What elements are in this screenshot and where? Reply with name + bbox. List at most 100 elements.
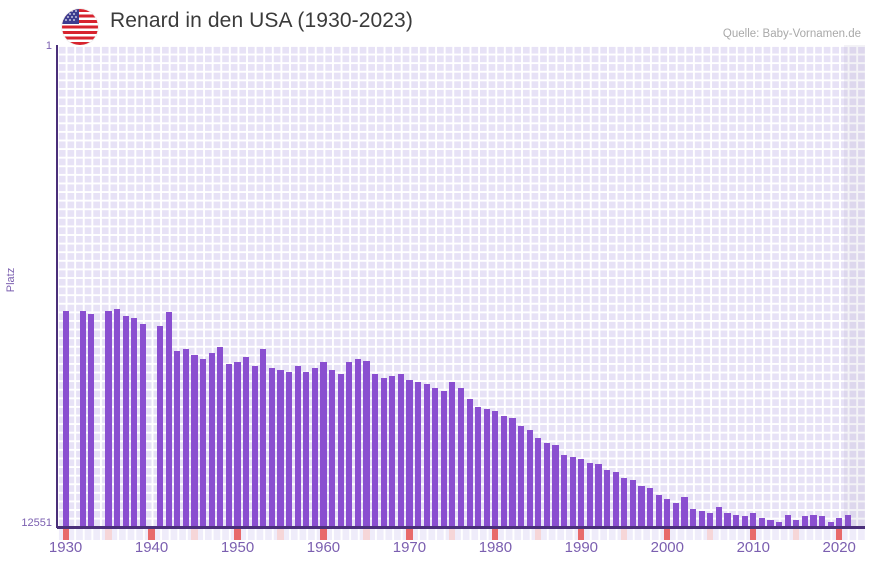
bar[interactable] <box>535 437 542 528</box>
bar[interactable] <box>260 349 267 528</box>
bar[interactable] <box>767 520 774 528</box>
bar[interactable] <box>569 456 576 528</box>
bar[interactable] <box>234 362 241 528</box>
bar[interactable] <box>79 310 86 528</box>
bar[interactable] <box>543 443 551 528</box>
tick-major <box>750 528 757 540</box>
bar[interactable] <box>311 368 318 528</box>
bar[interactable] <box>758 518 765 528</box>
tick-minor <box>793 528 800 540</box>
bar[interactable] <box>363 360 370 528</box>
bar[interactable] <box>406 379 413 528</box>
bar[interactable] <box>346 362 353 528</box>
bar[interactable] <box>518 425 525 528</box>
bar[interactable] <box>200 358 207 528</box>
bar[interactable] <box>552 445 559 528</box>
bar[interactable] <box>732 514 740 528</box>
bar[interactable] <box>784 514 791 528</box>
bar[interactable] <box>655 495 662 528</box>
x-axis-tick-label: 1950 <box>220 539 255 556</box>
bar[interactable] <box>586 462 594 528</box>
bar[interactable] <box>294 366 301 528</box>
bar[interactable] <box>647 487 654 528</box>
bar[interactable] <box>750 512 757 528</box>
bar[interactable] <box>182 349 190 528</box>
bar[interactable] <box>337 374 344 528</box>
bar[interactable] <box>191 354 198 528</box>
bar[interactable] <box>114 308 121 528</box>
bar[interactable] <box>793 520 800 528</box>
bar[interactable] <box>664 499 671 528</box>
bar[interactable] <box>328 370 336 528</box>
tick-major <box>664 528 671 540</box>
bar[interactable] <box>217 347 224 528</box>
bar[interactable] <box>638 485 645 528</box>
bar[interactable] <box>389 375 396 528</box>
bar[interactable] <box>595 464 602 528</box>
bar[interactable] <box>526 429 533 528</box>
bar[interactable] <box>371 374 379 528</box>
bar[interactable] <box>741 516 748 528</box>
x-axis-tick-labels: 1930 1940 1950 1960 1970 1980 1990 2000 2010 2020 <box>0 539 873 565</box>
bar[interactable] <box>698 510 705 528</box>
bar[interactable] <box>818 516 826 528</box>
bar[interactable] <box>492 410 499 528</box>
bar[interactable] <box>432 387 439 528</box>
bar[interactable] <box>604 470 611 528</box>
bar[interactable] <box>105 310 112 528</box>
bar[interactable] <box>836 518 843 528</box>
bar[interactable] <box>277 370 284 528</box>
bar[interactable] <box>775 522 783 528</box>
bar[interactable] <box>139 324 147 528</box>
bar[interactable] <box>449 381 456 528</box>
bar[interactable] <box>827 522 834 528</box>
bar[interactable] <box>414 381 422 528</box>
bar[interactable] <box>354 358 361 528</box>
tick-major <box>62 528 69 540</box>
bar[interactable] <box>475 406 482 528</box>
x-axis-tick-strip <box>57 528 865 540</box>
bar[interactable] <box>457 387 465 528</box>
bar[interactable] <box>380 377 387 528</box>
bar[interactable] <box>423 383 430 528</box>
bar[interactable] <box>844 514 851 528</box>
bar[interactable] <box>243 356 250 528</box>
bar[interactable] <box>157 325 164 528</box>
bar[interactable] <box>165 312 172 528</box>
bar[interactable] <box>621 477 628 528</box>
bar[interactable] <box>561 454 568 528</box>
bar[interactable] <box>208 352 215 528</box>
bar[interactable] <box>689 508 697 528</box>
tick-minor <box>449 528 456 540</box>
bar[interactable] <box>801 516 808 528</box>
bar[interactable] <box>88 314 95 528</box>
bar[interactable] <box>320 362 327 528</box>
bar[interactable] <box>285 372 293 528</box>
bar[interactable] <box>303 372 310 528</box>
bar[interactable] <box>62 310 69 528</box>
x-axis-tick-label: 1980 <box>478 539 513 556</box>
bar[interactable] <box>268 368 275 528</box>
bar[interactable] <box>681 497 688 528</box>
bar[interactable] <box>629 479 636 528</box>
bar[interactable] <box>174 350 181 528</box>
bar[interactable] <box>440 391 447 528</box>
bar[interactable] <box>509 418 516 528</box>
bar[interactable] <box>466 399 473 528</box>
bar[interactable] <box>397 374 404 528</box>
y-axis-line <box>56 45 58 528</box>
bar[interactable] <box>810 514 817 528</box>
bar[interactable] <box>724 512 731 528</box>
bar[interactable] <box>251 366 258 528</box>
bar[interactable] <box>225 364 232 528</box>
bar[interactable] <box>715 506 722 528</box>
bar[interactable] <box>578 458 585 528</box>
bar[interactable] <box>131 318 138 528</box>
bar[interactable] <box>483 408 490 528</box>
bar[interactable] <box>707 512 714 528</box>
bar[interactable] <box>612 472 619 528</box>
bar[interactable] <box>500 416 508 528</box>
y-axis-tick-bottom: 12551 <box>21 517 52 529</box>
bar[interactable] <box>122 316 129 528</box>
bar[interactable] <box>672 502 679 528</box>
